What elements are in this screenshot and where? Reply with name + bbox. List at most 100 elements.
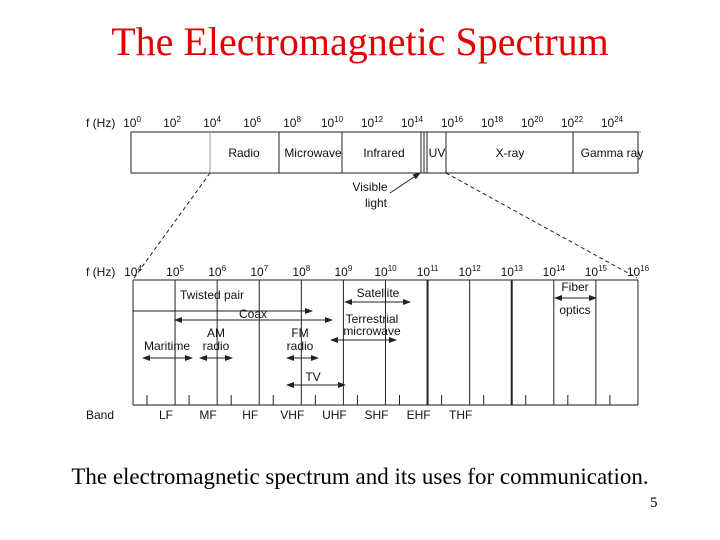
tick-exponent: 16 bbox=[454, 115, 463, 124]
bottom-tick-label: 1014 bbox=[543, 264, 566, 279]
tick-base: 10 bbox=[521, 116, 535, 130]
tick-exponent: 2 bbox=[176, 115, 181, 124]
slide-title: The Electromagnetic Spectrum bbox=[111, 19, 609, 64]
tick-exponent: 14 bbox=[556, 264, 565, 273]
tick-exponent: 9 bbox=[348, 264, 353, 273]
page-number: 5 bbox=[650, 495, 658, 511]
slide-caption: The electromagnetic spectrum and its use… bbox=[71, 464, 649, 489]
tick-exponent: 22 bbox=[574, 115, 583, 124]
use-label-coax: Coax bbox=[239, 307, 267, 321]
tick-exponent: 13 bbox=[514, 264, 523, 273]
bottom-tick-label: 106 bbox=[208, 264, 226, 279]
use-label-fm: radio bbox=[287, 339, 314, 353]
use-label-am: AM bbox=[207, 326, 225, 340]
tick-base: 10 bbox=[501, 265, 515, 279]
band-label-mf: MF bbox=[199, 408, 216, 422]
bottom-tick-label: 1011 bbox=[417, 264, 439, 279]
top-tick-label: 100 bbox=[123, 115, 141, 130]
tick-exponent: 14 bbox=[414, 115, 423, 124]
use-label-terrestrial: microwave bbox=[343, 324, 401, 338]
top-tick-label: 1022 bbox=[561, 115, 584, 130]
zoom-dashed-left bbox=[133, 172, 211, 279]
tick-base: 10 bbox=[417, 265, 431, 279]
top-tick-label: 106 bbox=[243, 115, 261, 130]
tick-exponent: 6 bbox=[222, 264, 227, 273]
tick-exponent: 11 bbox=[430, 264, 439, 273]
tick-exponent: 4 bbox=[216, 115, 221, 124]
top-tick-label: 104 bbox=[203, 115, 221, 130]
tick-exponent: 8 bbox=[296, 115, 301, 124]
tick-exponent: 16 bbox=[640, 264, 649, 273]
bottom-tick-label: 108 bbox=[292, 264, 310, 279]
bottom-tick-label: 1012 bbox=[459, 264, 482, 279]
top-spectrum-box bbox=[130, 131, 639, 174]
visible-light-arrow bbox=[389, 172, 421, 194]
tick-exponent: 4 bbox=[137, 264, 142, 273]
zoom-dashed-right bbox=[445, 172, 638, 279]
top-tick-label: 1024 bbox=[601, 115, 624, 130]
top-tick-label: 1018 bbox=[481, 115, 504, 130]
tick-base: 10 bbox=[166, 265, 180, 279]
tick-exponent: 20 bbox=[534, 115, 543, 124]
use-label-am: radio bbox=[203, 339, 230, 353]
band-label-ehf: EHF bbox=[407, 408, 431, 422]
band-label-lf: LF bbox=[159, 408, 173, 422]
visible-light-label: Visible bbox=[352, 180, 387, 194]
top-tick-label: 1010 bbox=[321, 115, 344, 130]
region-label-x-ray: X-ray bbox=[496, 146, 525, 160]
tick-base: 10 bbox=[361, 116, 375, 130]
use-label-tv: TV bbox=[305, 370, 320, 384]
tick-base: 10 bbox=[459, 265, 473, 279]
tick-base: 10 bbox=[250, 265, 264, 279]
tick-exponent: 10 bbox=[388, 264, 397, 273]
region-label-gamma-ray: Gamma ray bbox=[581, 146, 644, 160]
top-tick-label: 1016 bbox=[441, 115, 464, 130]
bottom-tick-label: 105 bbox=[166, 264, 184, 279]
tick-exponent: 8 bbox=[306, 264, 311, 273]
tick-base: 10 bbox=[401, 116, 415, 130]
tick-exponent: 10 bbox=[334, 115, 343, 124]
use-label-twisted-pair: Twisted pair bbox=[180, 288, 244, 302]
tick-base: 10 bbox=[334, 265, 348, 279]
tick-base: 10 bbox=[208, 265, 222, 279]
bottom-tick-label: 104 bbox=[124, 264, 142, 279]
tick-exponent: 24 bbox=[614, 115, 623, 124]
top-tick-label: 108 bbox=[283, 115, 301, 130]
use-label-fm: FM bbox=[291, 326, 308, 340]
region-label-radio: Radio bbox=[228, 146, 260, 160]
tick-base: 10 bbox=[123, 116, 137, 130]
top-tick-label: 1012 bbox=[361, 115, 384, 130]
use-label-fiber: Fiber bbox=[561, 280, 588, 294]
tick-exponent: 0 bbox=[136, 115, 141, 124]
tick-base: 10 bbox=[441, 116, 455, 130]
tick-base: 10 bbox=[321, 116, 335, 130]
band-label-shf: SHF bbox=[365, 408, 389, 422]
tick-base: 10 bbox=[627, 265, 641, 279]
tick-base: 10 bbox=[283, 116, 297, 130]
tick-exponent: 18 bbox=[494, 115, 503, 124]
tick-exponent: 5 bbox=[180, 264, 185, 273]
tick-base: 10 bbox=[292, 265, 306, 279]
band-label-uhf: UHF bbox=[322, 408, 347, 422]
tick-base: 10 bbox=[243, 116, 257, 130]
bottom-tick-label: 1013 bbox=[501, 264, 524, 279]
top-axis-label: f (Hz) bbox=[86, 116, 115, 130]
band-label-vhf: VHF bbox=[280, 408, 304, 422]
tick-base: 10 bbox=[561, 116, 575, 130]
tick-base: 10 bbox=[585, 265, 599, 279]
tick-exponent: 15 bbox=[598, 264, 607, 273]
top-tick-label: 1014 bbox=[401, 115, 424, 130]
tick-base: 10 bbox=[374, 265, 388, 279]
use-label-terrestrial: Terrestrial bbox=[346, 312, 399, 326]
tick-exponent: 12 bbox=[472, 264, 481, 273]
region-label-uv: UV bbox=[429, 146, 446, 160]
tick-base: 10 bbox=[601, 116, 615, 130]
bottom-tick-label: 107 bbox=[250, 264, 268, 279]
tick-base: 10 bbox=[203, 116, 217, 130]
tick-base: 10 bbox=[163, 116, 177, 130]
band-axis-label: Band bbox=[86, 408, 114, 422]
bottom-tick-label: 1010 bbox=[374, 264, 397, 279]
region-label-infrared: Infrared bbox=[363, 146, 404, 160]
band-label-thf: THF bbox=[449, 408, 472, 422]
